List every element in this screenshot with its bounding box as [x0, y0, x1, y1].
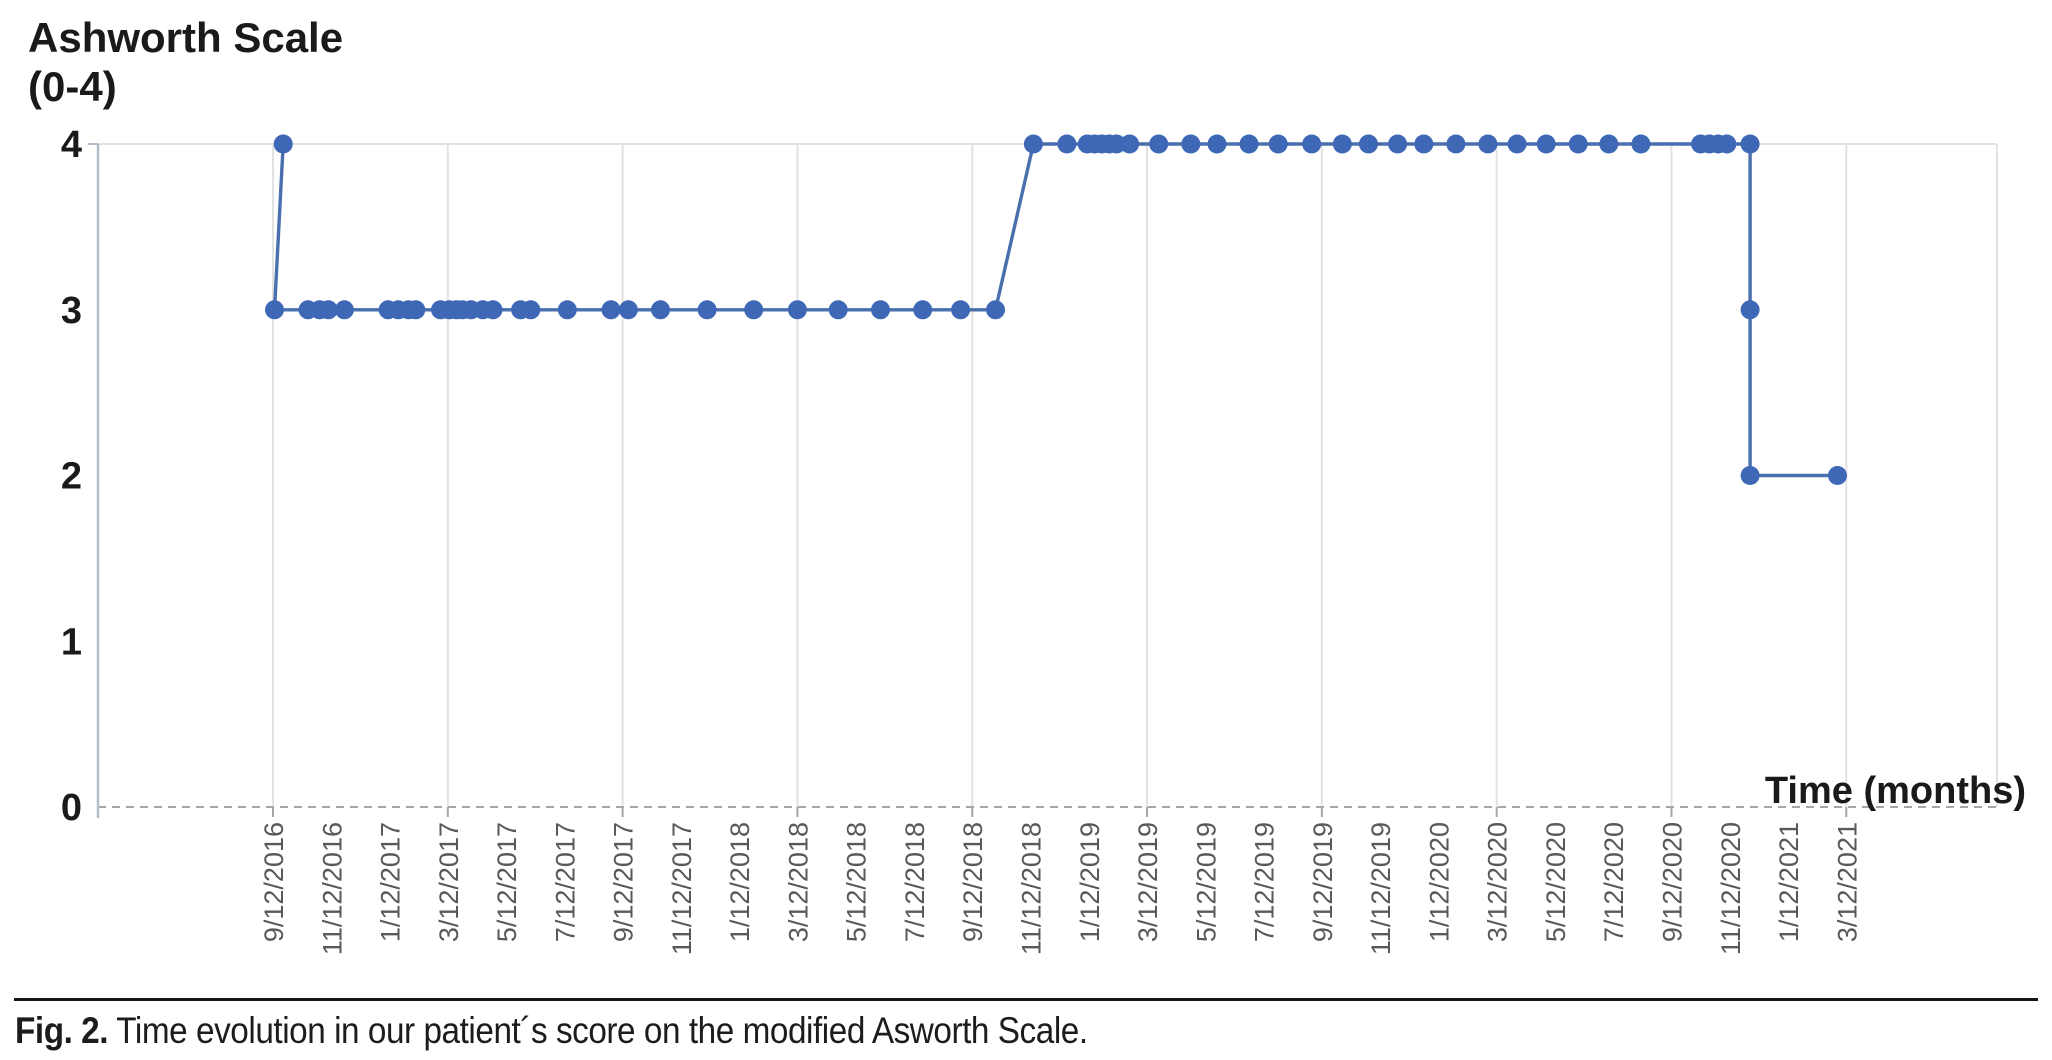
data-point	[986, 300, 1005, 320]
data-point	[744, 300, 764, 320]
series-line	[272, 142, 1840, 478]
x-tick-label: 9/12/2020	[1657, 822, 1687, 942]
data-point	[1599, 134, 1619, 154]
data-point	[1239, 134, 1259, 154]
x-tick-label: 7/12/2017	[550, 822, 580, 942]
data-point	[951, 300, 971, 320]
y-axis-title-line2: (0-4)	[28, 63, 117, 110]
data-point	[1302, 134, 1322, 154]
data-point	[1207, 134, 1227, 154]
figure-caption: Fig. 2. Time evolution in our patient´s …	[15, 1010, 1088, 1052]
data-point	[318, 300, 338, 320]
y-tick-label: 0	[61, 787, 82, 829]
data-point	[273, 134, 293, 154]
gridline-layer	[98, 143, 1998, 807]
x-tick-label: 9/12/2018	[958, 822, 988, 942]
x-tick-label: 1/12/2018	[725, 822, 755, 942]
x-tick-label: 11/12/2019	[1366, 822, 1396, 955]
data-point	[913, 300, 933, 320]
y-axis-title-line1: Ashworth Scale	[28, 14, 343, 61]
data-point	[334, 300, 354, 320]
data-point	[1740, 466, 1760, 485]
data-point	[1268, 134, 1288, 154]
data-point	[1828, 466, 1847, 485]
data-point	[265, 300, 284, 320]
data-point	[1359, 134, 1378, 154]
data-point	[601, 300, 621, 320]
data-point	[1740, 134, 1760, 154]
caption-divider	[14, 998, 2038, 1001]
data-point	[1536, 134, 1556, 154]
y-tick-label: 1	[61, 621, 82, 663]
x-tick-label: 11/12/2018	[1017, 822, 1047, 955]
y-tick-label: 2	[61, 456, 82, 498]
axes-layer	[88, 143, 1997, 818]
x-tick-label: 1/12/2017	[376, 822, 406, 942]
data-point	[1057, 134, 1077, 154]
x-tick-label: 7/12/2018	[900, 822, 930, 942]
x-tick-label: 11/12/2020	[1716, 822, 1746, 955]
data-point	[521, 300, 541, 320]
data-point	[871, 300, 890, 320]
data-point	[1149, 134, 1169, 154]
data-point	[1388, 134, 1408, 154]
caption-text: Time evolution in our patient´s score on…	[108, 1010, 1088, 1051]
data-point	[1181, 134, 1201, 154]
data-point	[1740, 300, 1760, 320]
data-point	[697, 300, 717, 320]
x-tick-label: 3/12/2018	[783, 822, 813, 942]
data-point	[1717, 134, 1737, 154]
data-point	[618, 300, 638, 320]
caption-label: Fig. 2.	[15, 1010, 109, 1051]
x-tick-label: 7/12/2020	[1599, 822, 1629, 942]
data-point	[557, 300, 577, 320]
x-tick-label: 7/12/2019	[1250, 822, 1280, 942]
x-tick-label: 5/12/2020	[1541, 822, 1571, 942]
x-tick-label: 3/12/2021	[1832, 822, 1862, 942]
data-point	[1478, 134, 1498, 154]
x-tick-label: 11/12/2016	[317, 822, 347, 955]
data-point	[1332, 134, 1352, 154]
data-point	[787, 300, 807, 320]
data-point	[483, 300, 503, 320]
y-tick-label: 3	[61, 290, 82, 332]
data-point	[1568, 134, 1588, 154]
data-point	[1107, 134, 1126, 154]
data-point	[1414, 134, 1434, 154]
x-axis-title: Time (months)	[1765, 770, 2026, 812]
data-point	[1023, 134, 1043, 154]
x-tick-label: 3/12/2017	[434, 822, 464, 942]
x-tick-label: 9/12/2019	[1308, 822, 1338, 942]
x-tick-label: 1/12/2020	[1424, 822, 1454, 942]
data-point	[1631, 134, 1651, 154]
x-tick-label: 1/12/2021	[1774, 822, 1804, 942]
data-point	[651, 300, 670, 320]
x-tick-label: 5/12/2019	[1191, 822, 1221, 942]
data-point	[406, 300, 426, 320]
data-point	[828, 300, 848, 320]
x-tick-label-layer: 9/12/2016 11/12/2016 1/12/2017 3/12/2017 5/1…	[259, 822, 1862, 955]
y-tick-label: 4	[61, 124, 82, 166]
x-tick-label: 5/12/2018	[842, 822, 872, 942]
data-point	[1446, 134, 1466, 154]
x-tick-label: 3/12/2019	[1133, 822, 1163, 942]
data-point	[1507, 134, 1527, 154]
x-tick-label: 9/12/2016	[259, 822, 289, 942]
data-point	[1120, 134, 1140, 154]
x-tick-label: 5/12/2017	[492, 822, 522, 942]
x-tick-label: 1/12/2019	[1075, 822, 1105, 942]
y-tick-label-layer: 4 3 2 1 0	[61, 124, 82, 829]
series-layer	[265, 134, 1847, 485]
x-tick-label: 3/12/2020	[1483, 822, 1513, 942]
x-tick-label: 11/12/2017	[667, 822, 697, 955]
x-tick-label: 9/12/2017	[609, 822, 639, 942]
ashworth-scale-chart: 9/12/2016 11/12/2016 1/12/2017 3/12/2017 5/1…	[28, 14, 2026, 955]
